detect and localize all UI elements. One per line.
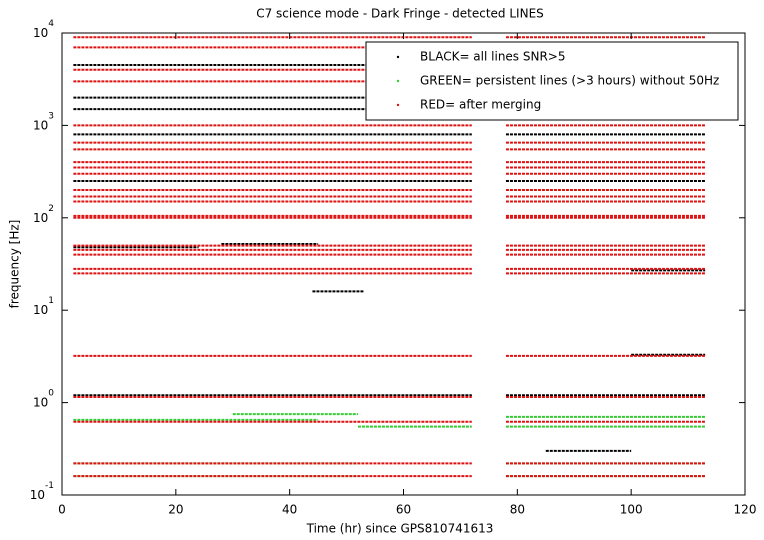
y-tick-base: 10 (33, 303, 48, 317)
y-tick-base: 10 (33, 210, 48, 224)
y-tick-label: 102 (33, 203, 54, 224)
x-tick-label: 0 (58, 503, 66, 517)
y-axis-label: frequency [Hz] (8, 220, 22, 309)
y-tick-base: 10 (33, 26, 48, 40)
y-tick-label: 101 (33, 296, 54, 317)
legend-label: GREEN= persistent lines (>3 hours) witho… (420, 74, 719, 88)
x-tick-label: 80 (510, 503, 525, 517)
y-tick-label: 100 (33, 388, 54, 409)
x-tick-label: 20 (168, 503, 183, 517)
y-tick-exponent: -1 (45, 481, 54, 491)
legend-box (365, 41, 739, 121)
y-tick-exponent: 0 (48, 388, 54, 398)
x-tick-label: 40 (282, 503, 297, 517)
y-tick-base: 10 (33, 395, 48, 409)
legend-label: BLACK= all lines SNR>5 (420, 50, 566, 64)
y-tick-label: 103 (33, 111, 54, 132)
legend-marker (396, 79, 400, 83)
legend-label: RED= after merging (420, 98, 541, 112)
legend-marker (396, 55, 400, 59)
y-tick-exponent: 3 (48, 111, 54, 121)
x-tick-label: 60 (396, 503, 411, 517)
x-axis-label: Time (hr) since GPS810741613 (306, 522, 494, 536)
y-tick-label: 104 (33, 19, 54, 40)
x-tick-label: 100 (620, 503, 643, 517)
y-tick-exponent: 4 (48, 19, 54, 29)
y-tick-base: 10 (30, 488, 45, 502)
y-tick-exponent: 1 (48, 296, 54, 306)
y-tick-label: 10-1 (30, 481, 54, 502)
x-tick-label: 120 (734, 503, 757, 517)
y-tick-exponent: 2 (48, 203, 54, 213)
legend: BLACK= all lines SNR>5 GREEN= persistent … (365, 41, 739, 121)
y-tick-base: 10 (33, 118, 48, 132)
legend-marker (396, 103, 400, 107)
chart-title: C7 science mode - Dark Fringe - detected… (256, 7, 544, 21)
